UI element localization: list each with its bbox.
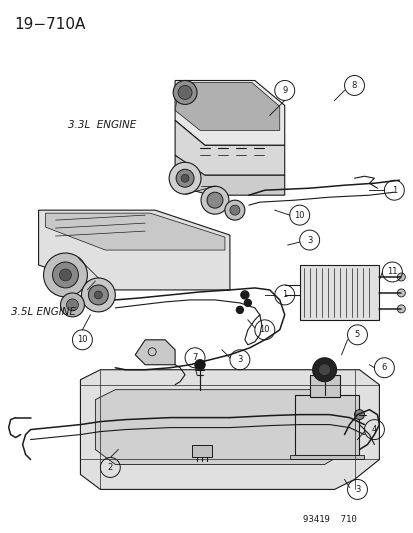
Circle shape: [169, 162, 201, 194]
Circle shape: [318, 364, 330, 376]
Circle shape: [66, 299, 78, 311]
Circle shape: [240, 291, 248, 299]
Circle shape: [396, 305, 404, 313]
Text: 5: 5: [354, 330, 359, 340]
Text: 3.3L  ENGINE: 3.3L ENGINE: [68, 120, 136, 131]
Circle shape: [224, 200, 244, 220]
Circle shape: [396, 273, 404, 281]
Text: 93419  710: 93419 710: [302, 515, 356, 524]
Circle shape: [396, 289, 404, 297]
Polygon shape: [175, 120, 284, 175]
FancyBboxPatch shape: [294, 394, 358, 455]
Circle shape: [176, 169, 194, 187]
Circle shape: [180, 174, 189, 182]
Circle shape: [52, 262, 78, 288]
Polygon shape: [45, 213, 224, 250]
Circle shape: [94, 291, 102, 299]
Text: 11: 11: [386, 268, 396, 277]
Circle shape: [244, 300, 251, 306]
Circle shape: [354, 410, 363, 419]
Circle shape: [60, 293, 84, 317]
Text: 4: 4: [371, 425, 376, 434]
Circle shape: [81, 278, 115, 312]
Text: 3: 3: [306, 236, 311, 245]
Polygon shape: [80, 370, 378, 489]
Circle shape: [59, 269, 71, 281]
Text: 6: 6: [381, 363, 386, 372]
Polygon shape: [135, 340, 175, 365]
Text: 3: 3: [354, 485, 359, 494]
Polygon shape: [38, 210, 229, 290]
Text: 19−710A: 19−710A: [14, 17, 86, 31]
Text: 7: 7: [192, 353, 197, 362]
Circle shape: [195, 360, 204, 370]
FancyBboxPatch shape: [299, 265, 378, 320]
Polygon shape: [289, 455, 363, 459]
Polygon shape: [175, 80, 284, 146]
Text: 8: 8: [351, 81, 356, 90]
Circle shape: [173, 80, 197, 104]
Circle shape: [236, 306, 243, 313]
FancyBboxPatch shape: [309, 375, 339, 397]
Text: 2: 2: [107, 463, 113, 472]
Polygon shape: [175, 155, 284, 195]
Circle shape: [43, 253, 87, 297]
Text: 3: 3: [237, 356, 242, 364]
Text: 3.5L ENGINE: 3.5L ENGINE: [11, 307, 76, 317]
Circle shape: [312, 358, 336, 382]
Text: 10: 10: [77, 335, 88, 344]
Text: 10: 10: [294, 211, 304, 220]
Circle shape: [178, 85, 192, 100]
Circle shape: [229, 205, 239, 215]
Text: 1: 1: [281, 290, 287, 300]
Polygon shape: [95, 390, 349, 464]
FancyBboxPatch shape: [192, 445, 211, 456]
Polygon shape: [175, 83, 279, 131]
Text: 9: 9: [281, 86, 287, 95]
Text: 1: 1: [391, 185, 396, 195]
Circle shape: [201, 186, 228, 214]
Text: 10: 10: [259, 325, 269, 334]
Circle shape: [88, 285, 108, 305]
Circle shape: [206, 192, 223, 208]
